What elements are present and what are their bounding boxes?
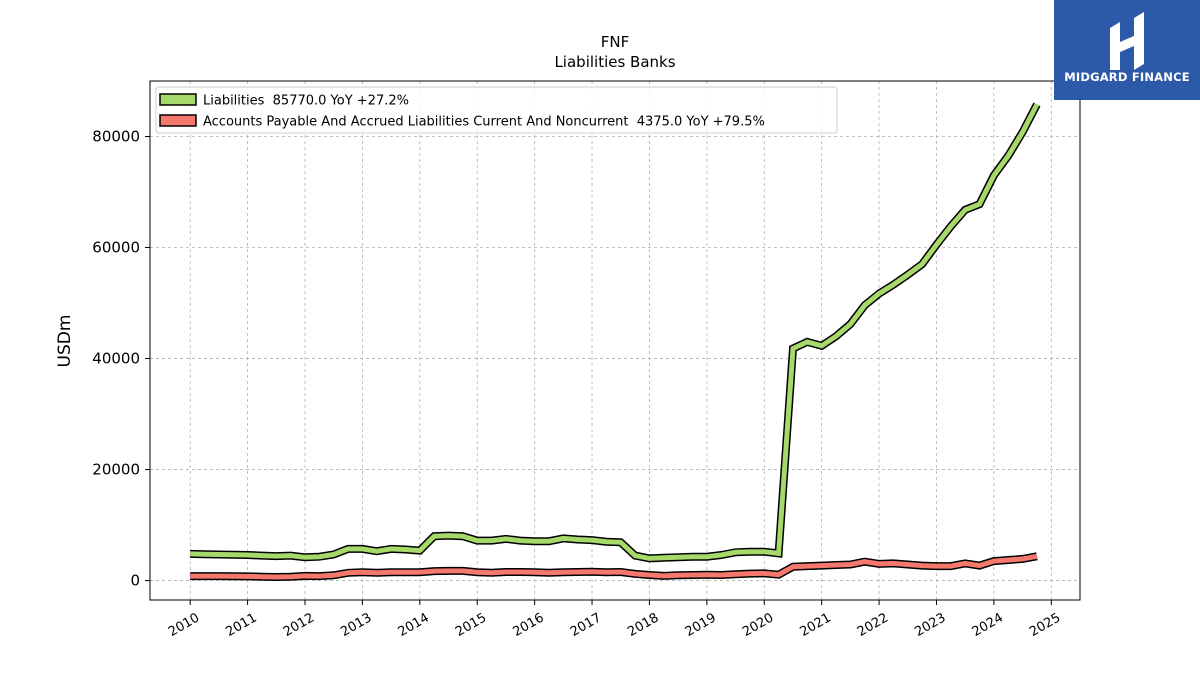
x-tick-label: 2010 (166, 610, 202, 640)
series-liabilities (190, 102, 1041, 563)
x-tick-label: 2014 (396, 610, 432, 640)
logo-text: MIDGARD FINANCE (1064, 70, 1190, 84)
y-tick-label: 0 (130, 572, 140, 590)
x-tick-label: 2021 (798, 610, 834, 640)
y-tick-label: 60000 (92, 239, 140, 257)
grid (150, 81, 1080, 600)
legend-box (155, 86, 838, 134)
x-tick-label: 2013 (338, 610, 374, 640)
midgard-finance-logo: MIDGARD FINANCE (1054, 0, 1200, 100)
x-tick-label: 2023 (912, 610, 948, 640)
x-tick-label: 2022 (855, 610, 891, 640)
x-tick-label: 2012 (281, 610, 317, 640)
chart-title: FNF (601, 33, 629, 51)
series-line-outline (190, 102, 1041, 563)
legend-label-liabilities: Liabilities 85770.0 YoY +27.2% (203, 94, 409, 109)
series-accounts-payable (190, 552, 1038, 582)
legend-swatch-accounts-payable (159, 114, 197, 127)
series-line (190, 553, 1038, 580)
x-tick-label: 2011 (223, 610, 259, 640)
y-axis-label: USDm (55, 315, 75, 368)
y-axis: 0 20000 40000 60000 80000 (92, 128, 150, 590)
x-tick-label: 2017 (568, 610, 604, 640)
series-line (190, 103, 1040, 561)
y-tick-label: 20000 (92, 461, 140, 479)
legend-label-accounts-payable: Accounts Payable And Accrued Liabilities… (203, 115, 765, 130)
plot-frame (149, 80, 1081, 601)
x-axis: 2010 2011 2012 2013 2014 2015 2016 2017 2018 2019… (166, 600, 1063, 640)
legend: Liabilities 85770.0 YoY +27.2% Accounts … (155, 86, 838, 134)
x-tick-label: 2016 (510, 610, 546, 640)
x-tick-label: 2019 (683, 610, 719, 640)
chart-subtitle: Liabilities Banks (554, 53, 675, 71)
x-tick-label: 2015 (453, 610, 489, 640)
x-tick-label: 2024 (970, 610, 1006, 640)
x-tick-label: 2018 (625, 610, 661, 640)
logo-mark-icon (1110, 12, 1144, 70)
legend-swatch-liabilities (159, 93, 197, 106)
x-tick-label: 2020 (740, 610, 776, 640)
x-tick-label: 2025 (1027, 610, 1063, 640)
y-tick-label: 40000 (92, 350, 140, 368)
series-layer (190, 102, 1041, 582)
y-tick-label: 80000 (92, 128, 140, 146)
